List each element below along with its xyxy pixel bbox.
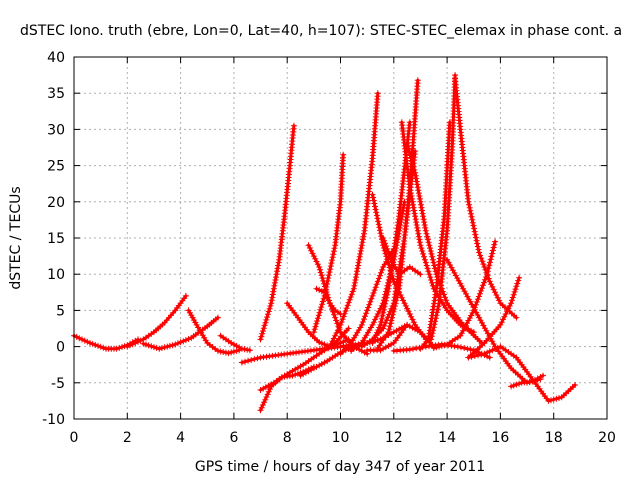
x-tick-label: 10: [332, 430, 350, 446]
series-arc: [444, 256, 544, 386]
grid: [74, 57, 607, 419]
plus-markers: [444, 256, 544, 386]
series-arc: [465, 343, 578, 404]
series-arc: [310, 151, 347, 336]
series-arc: [369, 191, 429, 343]
series-arc: [417, 119, 453, 352]
x-tick-label: 2: [123, 430, 132, 446]
x-tick-label: 4: [176, 430, 185, 446]
series-arc: [430, 238, 499, 351]
y-tick-label: 40: [47, 50, 65, 66]
y-tick-label: -5: [51, 376, 65, 392]
series-arc: [185, 307, 243, 357]
series-arc: [71, 332, 141, 352]
plus-markers: [417, 119, 453, 352]
plus-markers: [124, 292, 189, 350]
x-tick-label: 20: [598, 430, 616, 446]
plus-markers: [326, 90, 381, 350]
x-tick-label: 6: [229, 430, 238, 446]
y-tick-label: 20: [47, 195, 65, 211]
plus-markers: [217, 332, 253, 354]
y-tick-label: 25: [47, 159, 65, 175]
plus-markers: [369, 191, 429, 343]
series-arc: [428, 72, 459, 343]
x-tick-label: 14: [438, 430, 456, 446]
y-tick-label: 15: [47, 231, 65, 247]
series-arc: [465, 274, 523, 361]
y-tick-label: 35: [47, 86, 65, 102]
y-tick-label: -10: [42, 412, 65, 428]
y-tick-label: 10: [47, 267, 65, 283]
axis-ticks: 0 2 4 6 8 10 12 14 16 18 20 -10 -5 0 5 10 15 20 25 30 35 40: [42, 50, 616, 446]
y-tick-label: 30: [47, 122, 65, 138]
series-arc: [380, 235, 424, 278]
plus-markers: [428, 72, 459, 343]
series-arc: [257, 122, 297, 343]
y-tick-label: 5: [56, 303, 65, 319]
plus-markers: [310, 151, 347, 336]
series-arc: [217, 332, 253, 354]
plus-markers: [140, 314, 221, 352]
series-arc: [326, 90, 381, 350]
series-arc: [284, 300, 352, 350]
plus-markers: [465, 274, 523, 361]
plus-markers: [257, 122, 297, 343]
series-arc: [257, 363, 317, 414]
data-series: [71, 72, 578, 414]
x-axis-title: GPS time / hours of day 347 of year 2011: [195, 459, 485, 475]
y-tick-label: 0: [56, 340, 65, 356]
plus-markers: [284, 300, 352, 350]
plus-markers: [380, 235, 424, 278]
x-tick-label: 8: [283, 430, 292, 446]
series-arc: [140, 314, 221, 352]
y-axis-title: dSTEC / TECUs: [8, 186, 24, 289]
x-tick-label: 12: [385, 430, 403, 446]
x-tick-label: 16: [491, 430, 509, 446]
plus-markers: [185, 307, 243, 357]
x-tick-label: 0: [70, 430, 79, 446]
plus-markers: [71, 332, 141, 352]
series-arc: [124, 292, 189, 350]
x-tick-label: 18: [545, 430, 563, 446]
chart-title: dSTEC Iono. truth (ebre, Lon=0, Lat=40, …: [20, 23, 622, 39]
